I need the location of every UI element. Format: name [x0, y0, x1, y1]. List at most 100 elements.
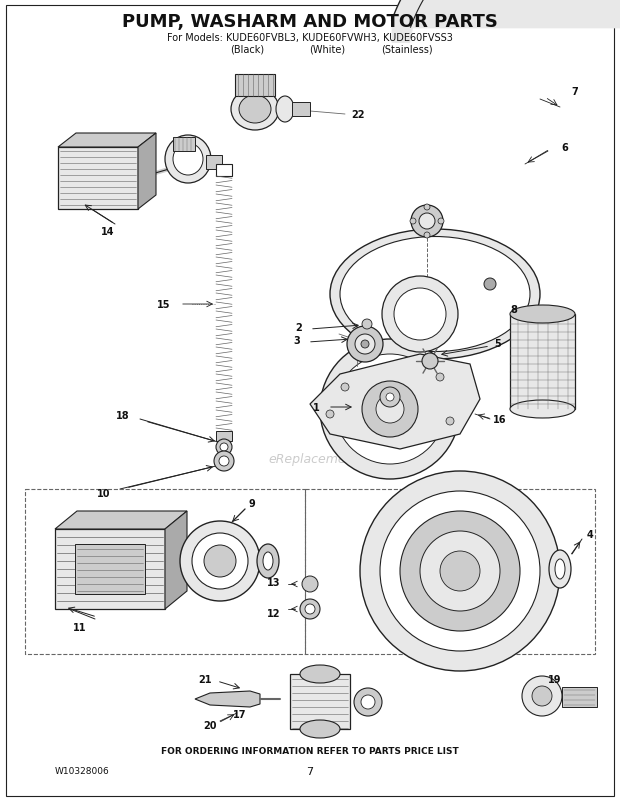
Circle shape: [380, 387, 400, 407]
Polygon shape: [195, 691, 260, 707]
Circle shape: [216, 439, 232, 456]
Bar: [305, 489, 595, 654]
Text: (Black): (Black): [230, 45, 264, 55]
Circle shape: [420, 532, 500, 611]
Ellipse shape: [300, 665, 340, 683]
Circle shape: [320, 339, 460, 480]
Bar: [25, 489, 305, 654]
Ellipse shape: [257, 545, 279, 578]
Text: 22: 22: [352, 110, 365, 119]
Circle shape: [214, 452, 234, 472]
Circle shape: [326, 411, 334, 419]
Text: 5: 5: [495, 338, 502, 349]
Text: 20: 20: [203, 720, 217, 730]
Circle shape: [361, 341, 369, 349]
Circle shape: [382, 277, 458, 353]
Text: 4: 4: [587, 529, 593, 539]
Circle shape: [436, 374, 444, 382]
Circle shape: [376, 395, 404, 423]
Ellipse shape: [276, 97, 294, 123]
Text: 7: 7: [306, 766, 314, 776]
Bar: [173, 138, 195, 152]
Circle shape: [386, 394, 394, 402]
Text: 19: 19: [548, 674, 562, 684]
Circle shape: [440, 551, 480, 591]
Circle shape: [438, 219, 444, 225]
Circle shape: [400, 512, 520, 631]
Text: (Stainless): (Stainless): [381, 45, 433, 55]
Text: FOR ORDERING INFORMATION REFER TO PARTS PRICE LIST: FOR ORDERING INFORMATION REFER TO PARTS …: [161, 747, 459, 755]
Circle shape: [361, 695, 375, 709]
Text: 7: 7: [572, 87, 578, 97]
Bar: [58, 148, 138, 210]
Circle shape: [424, 205, 430, 211]
Bar: [55, 529, 165, 610]
Circle shape: [220, 444, 228, 452]
Circle shape: [335, 354, 445, 464]
Bar: [206, 156, 222, 170]
Circle shape: [305, 604, 315, 614]
Circle shape: [302, 577, 318, 592]
Circle shape: [394, 289, 446, 341]
Text: 21: 21: [198, 674, 212, 684]
Text: 11: 11: [73, 622, 87, 632]
Polygon shape: [55, 512, 187, 529]
Text: 12: 12: [267, 608, 280, 618]
Circle shape: [347, 326, 383, 363]
Text: (White): (White): [309, 45, 345, 55]
Ellipse shape: [330, 229, 540, 359]
Bar: [216, 431, 232, 441]
Text: 17: 17: [233, 709, 247, 719]
Text: 18: 18: [117, 411, 130, 420]
Circle shape: [446, 418, 454, 426]
Circle shape: [300, 599, 320, 619]
Circle shape: [484, 278, 496, 290]
Bar: [290, 674, 350, 729]
Circle shape: [380, 492, 540, 651]
Text: 15: 15: [156, 300, 170, 310]
Ellipse shape: [239, 96, 271, 124]
Circle shape: [355, 334, 375, 354]
Text: 3: 3: [293, 335, 300, 346]
Circle shape: [354, 688, 382, 716]
Text: 13: 13: [267, 577, 280, 587]
Ellipse shape: [263, 553, 273, 570]
Text: For Models: KUDE60FVBL3, KUDE60FVWH3, KUDE60FVSS3: For Models: KUDE60FVBL3, KUDE60FVWH3, KU…: [167, 33, 453, 43]
Circle shape: [341, 383, 349, 391]
Circle shape: [419, 214, 435, 229]
Text: 10: 10: [97, 488, 110, 498]
Text: 2: 2: [295, 322, 302, 333]
Ellipse shape: [510, 306, 575, 323]
Text: 14: 14: [101, 227, 115, 237]
Circle shape: [362, 382, 418, 437]
Text: 16: 16: [494, 415, 507, 424]
Circle shape: [532, 687, 552, 706]
Polygon shape: [310, 354, 480, 449]
Text: 9: 9: [249, 498, 255, 508]
Ellipse shape: [300, 720, 340, 738]
Text: 6: 6: [562, 143, 569, 153]
Circle shape: [219, 456, 229, 467]
Ellipse shape: [165, 136, 211, 184]
Ellipse shape: [510, 400, 575, 419]
Text: W10328006: W10328006: [55, 767, 110, 776]
Circle shape: [360, 472, 560, 671]
Bar: [292, 103, 310, 117]
Ellipse shape: [340, 237, 530, 352]
Ellipse shape: [173, 144, 203, 176]
Bar: [235, 75, 275, 97]
Circle shape: [424, 233, 430, 239]
Circle shape: [362, 320, 372, 330]
Text: 1: 1: [313, 403, 320, 412]
Text: 8: 8: [510, 305, 517, 314]
Ellipse shape: [231, 89, 279, 131]
Bar: [562, 687, 597, 707]
Bar: [216, 164, 232, 176]
Polygon shape: [58, 134, 156, 148]
Text: eReplacementParts.com: eReplacementParts.com: [268, 453, 422, 466]
Bar: [510, 314, 575, 410]
Circle shape: [411, 206, 443, 237]
Ellipse shape: [555, 559, 565, 579]
Circle shape: [422, 354, 438, 370]
Bar: [75, 545, 145, 594]
